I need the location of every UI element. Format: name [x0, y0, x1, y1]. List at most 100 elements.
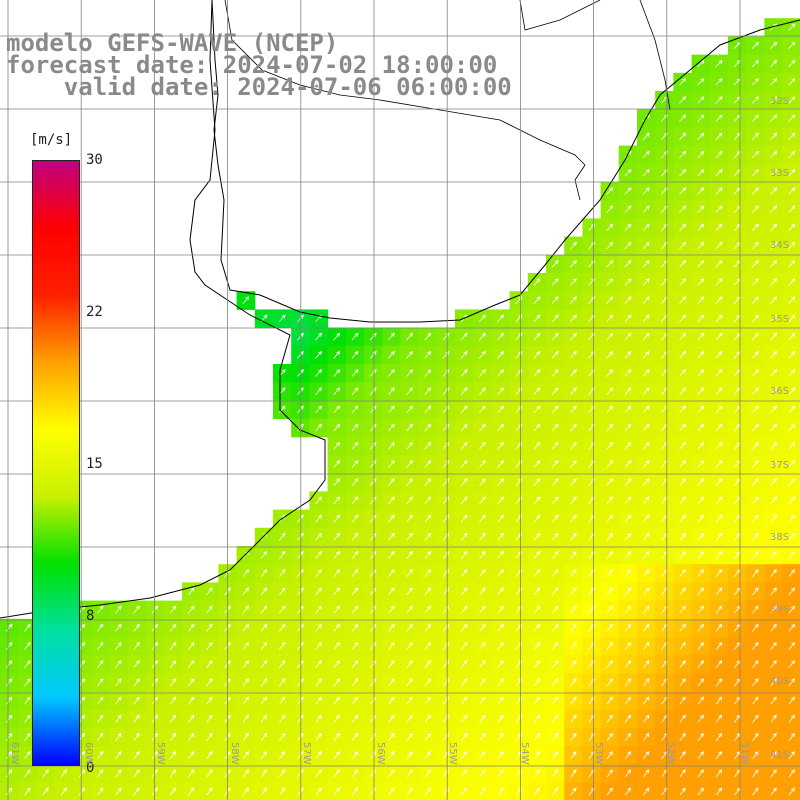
- wind-arrow: [770, 259, 778, 268]
- wind-arrow: [206, 587, 213, 596]
- wind-arrow: [315, 605, 322, 614]
- wind-arrow: [479, 678, 486, 687]
- wind-arrow: [570, 678, 577, 687]
- wind-arrow: [497, 587, 504, 596]
- wind-arrow: [551, 350, 559, 359]
- wind-arrow: [424, 714, 431, 723]
- lat-label-32s: 32S: [770, 96, 790, 107]
- wind-arrow: [388, 623, 395, 632]
- wind-arrow: [642, 514, 650, 523]
- wind-arrow: [351, 460, 359, 468]
- wind-arrow: [606, 605, 614, 614]
- wind-arrow: [788, 787, 795, 796]
- wind-arrow: [497, 441, 504, 450]
- wind-arrow: [388, 569, 395, 578]
- wind-arrow: [715, 460, 723, 468]
- wind-arrow: [642, 259, 650, 268]
- wind-arrow: [6, 696, 13, 705]
- wind-arrow: [697, 423, 705, 432]
- wind-arrow: [24, 714, 31, 723]
- colorbar-tick-30: 30: [86, 152, 103, 168]
- wind-arrow: [624, 387, 632, 395]
- wind-arrow: [715, 605, 723, 614]
- wind-arrow: [697, 587, 705, 596]
- wind-arrow: [260, 569, 268, 578]
- wind-arrow: [533, 460, 541, 468]
- wind-arrow: [770, 205, 778, 213]
- wind-arrow: [533, 696, 541, 705]
- wind-arrow: [642, 496, 650, 505]
- wind-arrow: [78, 641, 86, 650]
- wind-arrow: [315, 514, 322, 523]
- wind-arrow: [188, 769, 195, 778]
- wind-arrow: [679, 732, 686, 741]
- wind-arrow: [406, 660, 413, 669]
- wind-arrow: [679, 350, 687, 359]
- wind-arrow: [697, 168, 705, 177]
- wind-arrow: [479, 350, 486, 359]
- wind-arrow: [24, 641, 31, 650]
- wind-arrow: [697, 223, 705, 232]
- wind-arrow: [388, 387, 395, 395]
- wind-arrow: [315, 732, 322, 741]
- wind-arrow: [351, 478, 359, 487]
- wind-arrow: [115, 696, 122, 705]
- wind-arrow: [479, 387, 486, 395]
- wind-arrow: [461, 769, 468, 778]
- wind-arrow: [5, 678, 13, 687]
- wind-arrow: [570, 532, 577, 541]
- wind-arrow: [461, 732, 468, 741]
- wind-arrow: [406, 405, 413, 414]
- wind-arrow: [697, 278, 705, 286]
- wind-arrow: [570, 278, 577, 286]
- wind-arrow: [479, 769, 486, 778]
- wind-arrow: [788, 23, 796, 31]
- wind-arrow: [533, 441, 541, 450]
- wind-arrow: [315, 569, 322, 578]
- wind-arrow: [770, 514, 777, 523]
- wind-arrow: [442, 623, 450, 632]
- wind-arrow: [606, 751, 613, 760]
- wind-arrow: [715, 732, 723, 741]
- wind-arrow: [770, 660, 777, 669]
- wind-arrow: [460, 332, 468, 341]
- wind-arrow: [752, 259, 759, 268]
- wind-arrow: [388, 514, 395, 523]
- wind-arrow: [242, 732, 249, 741]
- wind-arrow: [424, 696, 431, 705]
- wind-arrow: [697, 514, 705, 523]
- wind-arrow: [715, 168, 723, 177]
- wind-arrow: [479, 514, 486, 523]
- wind-arrow: [442, 605, 450, 614]
- wind-arrow: [697, 132, 705, 141]
- wind-arrow: [570, 387, 577, 395]
- wind-arrow: [570, 732, 577, 741]
- wind-arrow: [479, 441, 486, 450]
- wind-arrow: [351, 751, 359, 760]
- wind-arrow: [752, 769, 759, 778]
- wind-arrow: [643, 751, 650, 760]
- wind-arrow: [424, 460, 432, 468]
- wind-arrow: [788, 387, 796, 395]
- wind-arrow: [424, 405, 432, 414]
- wind-arrow: [442, 532, 450, 541]
- wind-arrow: [442, 641, 450, 650]
- wind-arrow: [260, 769, 268, 778]
- wind-arrow: [679, 660, 686, 669]
- wind-arrow: [788, 678, 796, 687]
- wind-arrow: [388, 496, 395, 505]
- wind-arrow: [479, 605, 486, 614]
- wind-arrow: [479, 332, 486, 341]
- wind-arrow: [133, 787, 140, 796]
- wind-arrow: [115, 787, 122, 796]
- wind-arrow: [115, 769, 122, 778]
- wind-arrow: [551, 332, 559, 341]
- wind-arrow: [169, 769, 177, 778]
- wind-arrow: [442, 514, 450, 523]
- wind-arrow: [333, 787, 340, 796]
- wind-arrow: [442, 441, 450, 450]
- wind-arrow: [442, 478, 450, 487]
- wind-arrow: [206, 678, 213, 687]
- wind-arrow: [278, 532, 286, 541]
- wind-arrow: [351, 369, 359, 377]
